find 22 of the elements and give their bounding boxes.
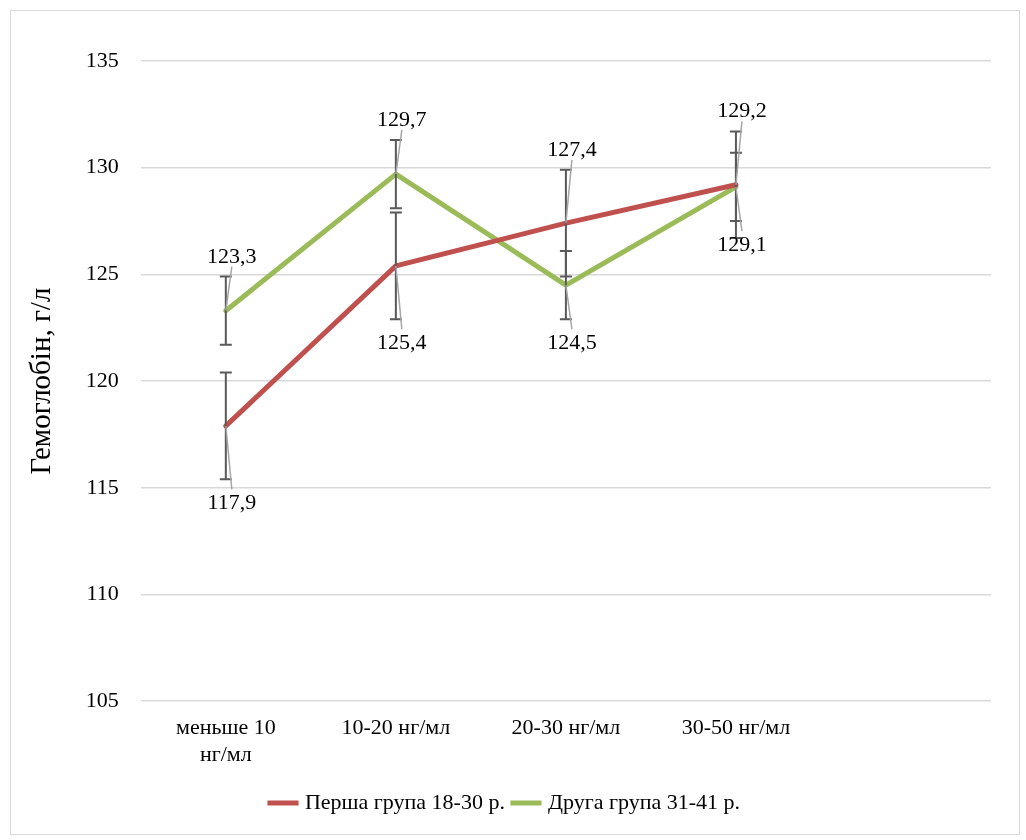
y-tick-label: 120 (85, 366, 119, 392)
legend-label: Перша група 18-30 р. (304, 788, 505, 814)
data-label: 123,3 (207, 242, 257, 268)
data-label: 129,7 (377, 105, 427, 131)
data-label: 129,1 (717, 231, 767, 257)
y-tick-label: 135 (85, 46, 119, 72)
data-label: 125,4 (377, 329, 427, 355)
x-tick-label: 30-50 нг/мл (681, 714, 791, 740)
x-tick-label: 10-20 нг/мл (341, 714, 451, 740)
data-label: 124,5 (547, 329, 597, 355)
x-tick-label: меньше 10 нг/мл (175, 714, 276, 766)
legend-label: Друга група 31-41 р. (547, 788, 741, 814)
y-tick-label: 125 (85, 260, 119, 286)
y-axis-title: Гемоглобін, г/л (24, 287, 57, 475)
data-label: 129,2 (717, 97, 767, 123)
y-tick-label: 105 (85, 686, 119, 712)
data-label: 127,4 (547, 135, 597, 161)
y-tick-label: 130 (85, 153, 119, 179)
data-label: 117,9 (207, 489, 257, 515)
y-tick-label: 110 (86, 580, 119, 606)
y-tick-label: 115 (86, 473, 119, 499)
x-tick-label: 20-30 нг/мл (511, 714, 621, 740)
